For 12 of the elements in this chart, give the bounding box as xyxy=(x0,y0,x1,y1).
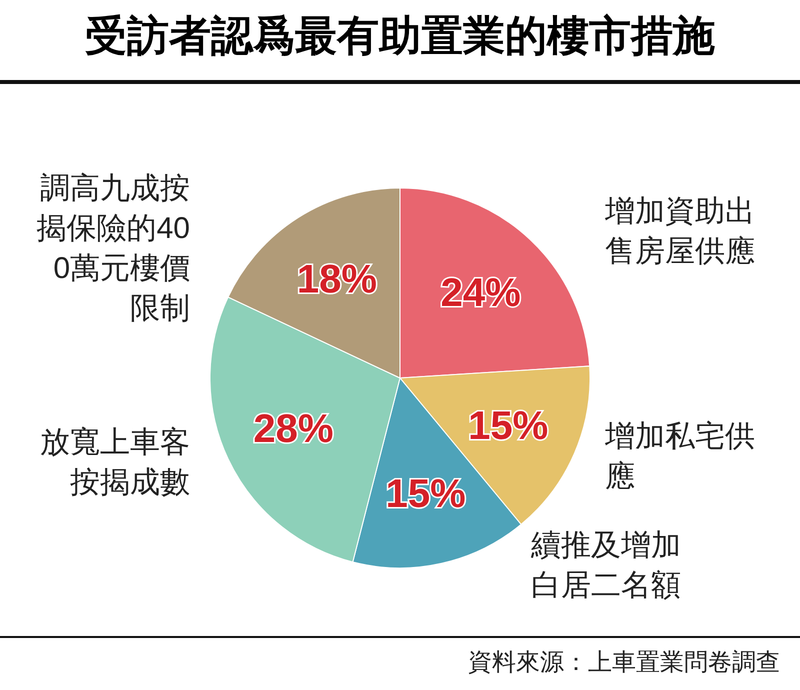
data-label: 15% xyxy=(386,472,466,516)
data-label: 15% xyxy=(468,404,548,448)
data-label: 28% xyxy=(253,407,334,452)
chart-title: 受訪者認爲最有助置業的樓市措施 xyxy=(84,10,716,62)
slice-label: 增加資助出售房屋供應 xyxy=(605,194,756,270)
slice-label: 續推及增加白居二名額 xyxy=(531,528,682,604)
slice-label: 增加私宅供應 xyxy=(605,419,756,496)
source-note: 資料來源：上車置業問卷調查 xyxy=(468,648,780,678)
slice-label: 調高九成按揭保險的400萬元樓價限制 xyxy=(36,171,190,328)
data-label: 18% xyxy=(296,258,377,302)
slice-label: 放寬上車客按揭成數 xyxy=(39,425,190,502)
data-label: 24% xyxy=(440,271,521,316)
